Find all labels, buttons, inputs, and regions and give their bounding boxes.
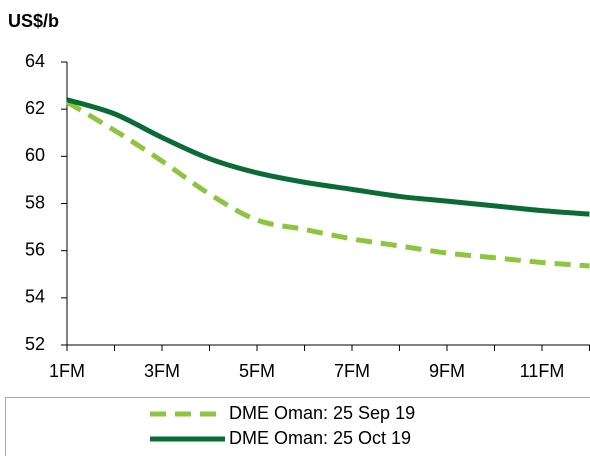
x-tick-label: 7FM <box>334 361 370 381</box>
x-tick-label: 11FM <box>520 361 565 381</box>
y-tick-label: 58 <box>25 192 45 212</box>
y-tick-label: 62 <box>25 98 45 118</box>
y-tick-label: 54 <box>25 287 45 307</box>
y-tick-label: 64 <box>25 51 45 71</box>
y-tick-label: 60 <box>25 145 45 165</box>
x-tick-label: 9FM <box>429 361 465 381</box>
line-series <box>66 97 590 217</box>
legend-label: DME Oman: 25 Sep 19 <box>229 403 415 423</box>
legend-box <box>5 397 590 456</box>
y-axis-label: US$/b <box>8 11 59 31</box>
legend-label: DME Oman: 25 Oct 19 <box>229 428 411 448</box>
y-tick-label: 56 <box>25 239 45 259</box>
line-series <box>65 99 590 269</box>
y-tick-label: 52 <box>25 334 45 354</box>
x-tick-label: 1FM <box>49 361 85 381</box>
x-tick-label: 5FM <box>239 361 275 381</box>
x-tick-label: 3FM <box>144 361 180 381</box>
